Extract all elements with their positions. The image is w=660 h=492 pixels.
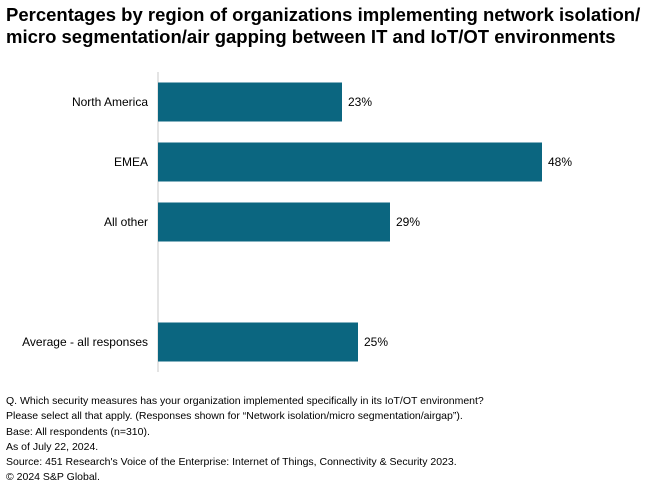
category-label-emea: EMEA — [114, 155, 148, 169]
footnotes: Q. Which security measures has your orga… — [6, 394, 654, 486]
bar-chart: North America 23% EMEA 48% All other 29% Avera… — [22, 72, 572, 372]
value-label-emea: 48% — [548, 155, 572, 169]
chart-title: Percentages by region of organizations i… — [6, 4, 654, 48]
chart-title-line-2: micro segmentation/air gapping between I… — [6, 26, 616, 47]
footnote-copyright: © 2024 S&P Global. — [6, 471, 100, 484]
footnote-base: Base: All respondents (n=310). — [6, 425, 150, 438]
value-label-north-america: 23% — [348, 95, 372, 109]
footnote-source: Source: 451 Research's Voice of the Ente… — [6, 456, 457, 469]
bar-north-america — [158, 82, 342, 122]
footnote-question-continued: Please select all that apply. (Responses… — [6, 410, 463, 423]
value-label-all-other: 29% — [396, 215, 420, 229]
category-label-north-america: North America — [72, 95, 148, 109]
value-label-average-all-responses: 25% — [364, 335, 388, 349]
footnote-date: As of July 22, 2024. — [6, 440, 99, 453]
bar-group: North America 23% EMEA 48% All other 29% Avera… — [22, 82, 572, 362]
footnote-question: Q. Which security measures has your orga… — [6, 395, 484, 407]
category-label-all-other: All other — [104, 215, 148, 229]
chart-title-line-1: Percentages by region of organizations i… — [6, 4, 641, 25]
bar-emea — [158, 142, 542, 182]
bar-average-all-responses — [158, 322, 358, 362]
bar-all-other — [158, 202, 390, 242]
category-label-average-all-responses: Average - all responses — [22, 335, 148, 349]
